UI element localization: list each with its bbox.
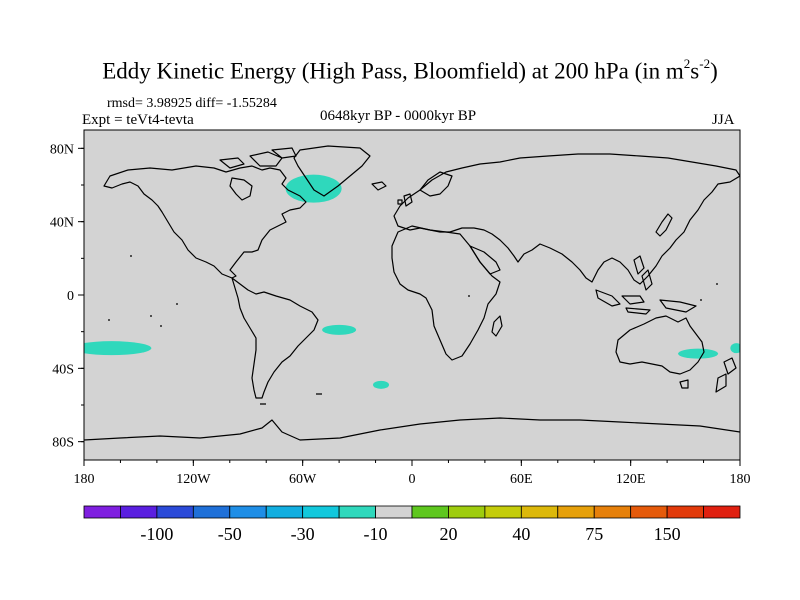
colorbar-swatch [666, 505, 704, 519]
colorbar-label: -100 [140, 524, 173, 544]
y-tick-label: 80S [52, 436, 74, 451]
coastline-arctic-islands [219, 147, 297, 169]
period-label: 0648kyr BP - 0000kyr BP [320, 108, 477, 124]
anomaly-region-south-atlantic-brazil-coast [322, 324, 357, 335]
colorbar-label: -10 [364, 524, 388, 544]
coastline-new-zealand [715, 357, 737, 393]
x-tick-label: 180 [74, 472, 95, 487]
coastline-british-isles [397, 193, 413, 207]
coastline-japan [655, 213, 673, 237]
x-tick-label: 180 [730, 472, 751, 487]
coastline-indonesia [595, 269, 697, 315]
coastline-philippines [633, 255, 645, 275]
coastline-small-islands [108, 255, 718, 405]
coastline-australia [615, 315, 705, 375]
colorbar-swatch [411, 505, 449, 519]
colorbar-swatch [265, 505, 304, 519]
y-tick-label: 80N [50, 142, 74, 157]
coastline-iceland [371, 181, 387, 191]
colorbar-swatch [630, 505, 668, 519]
x-tick-label: 120W [176, 472, 211, 487]
coastline-antarctica [84, 417, 740, 441]
coastline-africa [391, 225, 501, 361]
colorbar-swatch [448, 505, 486, 519]
colorbar-swatch [302, 505, 340, 519]
chart-title: Eddy Kinetic Energy (High Pass, Bloomfie… [102, 56, 718, 84]
coastline-madagascar [491, 315, 503, 337]
colorbar-swatch [120, 505, 158, 519]
colorbar-label: -50 [218, 524, 242, 544]
coastline-north-america [103, 165, 307, 279]
coastline-arabia [469, 245, 501, 275]
coastline-south-america [231, 277, 319, 399]
x-tick-label: 120E [616, 472, 646, 487]
season-label: JJA [712, 112, 735, 128]
colorbar-swatch [229, 505, 267, 519]
coastline-eurasia [393, 153, 740, 285]
colorbar-swatch [520, 505, 559, 519]
anomaly-region-south-pacific-west [84, 341, 152, 356]
colorbar-swatch [156, 505, 194, 519]
y-tick-label: 40S [52, 362, 74, 377]
colorbar-swatch [593, 505, 632, 519]
x-tick-label: 60W [289, 472, 317, 487]
anomaly-region-south-pacific-east-edge [730, 343, 740, 354]
colorbar-label: 20 [439, 524, 457, 544]
coastline-scandinavia [419, 171, 453, 197]
colorbar-label: -30 [291, 524, 315, 544]
colorbar-swatch [484, 505, 522, 519]
colorbar-swatch [83, 505, 121, 519]
colorbar-swatch [703, 505, 741, 519]
coastline-greenland [293, 145, 371, 197]
anomaly-region-south-atlantic-small [373, 380, 390, 389]
stats-line: rmsd= 3.98925 diff= -1.55284 [107, 96, 277, 111]
x-tick-label: 60E [510, 472, 533, 487]
y-tick-label: 40N [50, 216, 74, 231]
x-tick-label: 0 [409, 472, 416, 487]
y-tick-label: 0 [67, 289, 74, 304]
colorbar-label: 40 [512, 524, 530, 544]
colorbar-swatch [192, 505, 231, 519]
colorbar-swatch [338, 505, 376, 519]
colorbar-label: 150 [654, 524, 681, 544]
coastline-hudson-bay [229, 177, 253, 201]
colorbar-label: 75 [585, 524, 603, 544]
coastline-tasmania [679, 379, 689, 389]
map-background [84, 130, 740, 460]
colorbar-swatch [375, 505, 413, 519]
colorbar-swatch [557, 505, 595, 519]
experiment-label: Expt = teVt4-tevta [82, 112, 194, 128]
anomaly-region-tasman-sea [678, 348, 719, 359]
